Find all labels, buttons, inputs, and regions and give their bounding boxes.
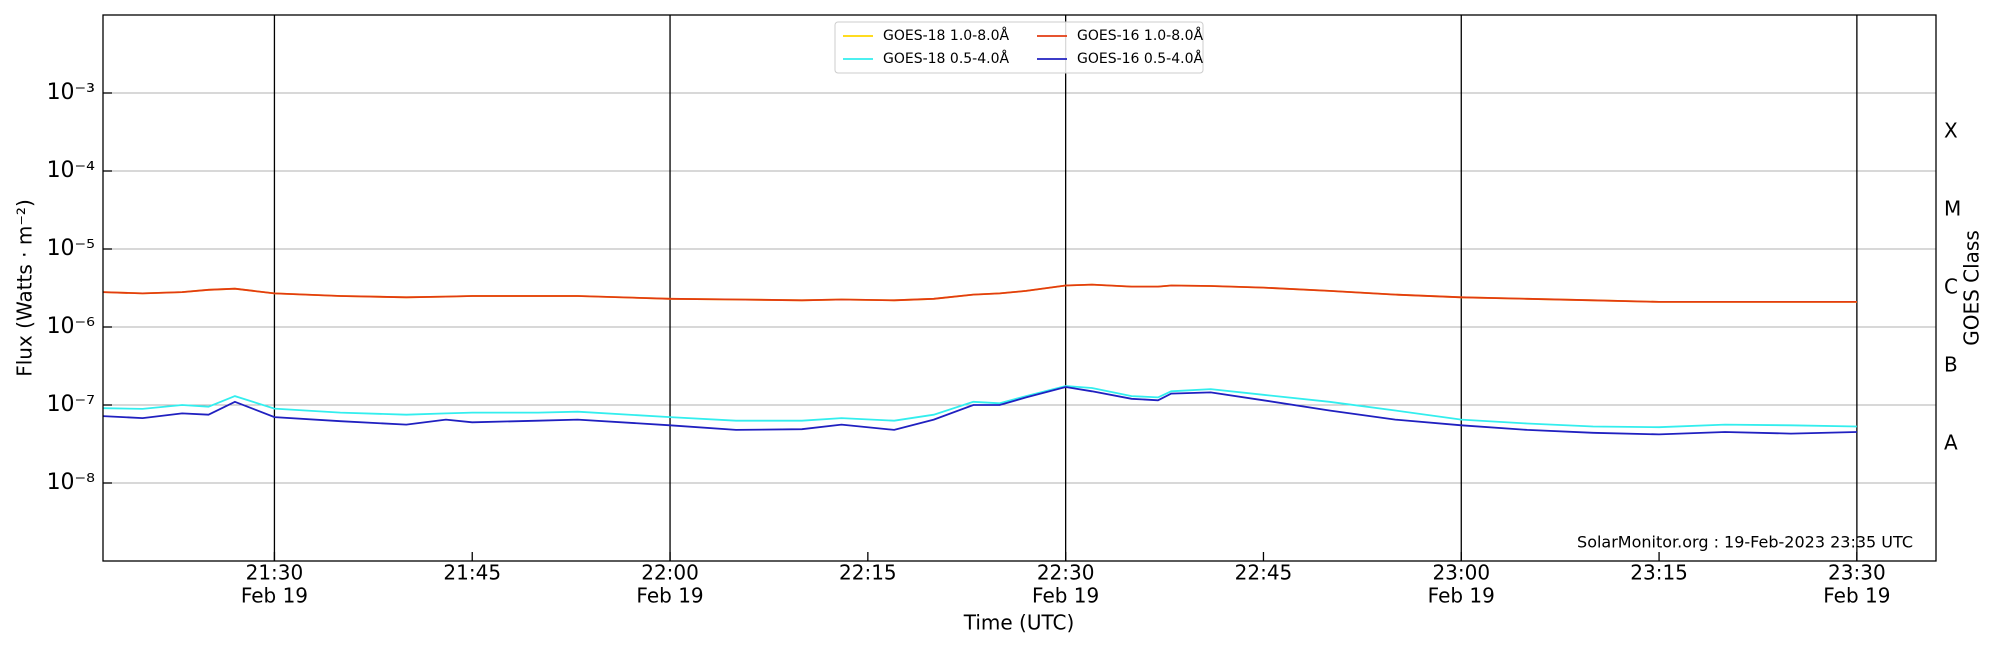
y2-tick-label: A [1944,431,1958,455]
x-tick-label: 22:30 [1037,561,1095,585]
legend-label: GOES-16 0.5-4.0Å [1077,50,1203,67]
y-tick-label: 10⁻⁴ [47,158,96,183]
x-tick-label: 23:00 [1432,561,1490,585]
x-tick-label: 23:30 [1828,561,1886,585]
legend-label: GOES-16 1.0-8.0Å [1077,27,1203,44]
x-tick-label: 22:45 [1235,561,1293,585]
legend-label: GOES-18 0.5-4.0Å [883,50,1009,67]
x-tick-date: Feb 19 [1428,584,1495,608]
x-tick-date: Feb 19 [1823,584,1890,608]
y2-tick-label: X [1944,119,1958,143]
x-axis-label: Time (UTC) [963,611,1075,635]
y2-tick-label: B [1944,353,1958,377]
plot-frame [102,14,1937,562]
series-line [102,283,1857,303]
x-tick-label: 22:15 [839,561,897,585]
y-tick-label: 10⁻³ [47,80,95,105]
series-line [102,385,1857,429]
y2-tick-label: M [1944,197,1961,221]
x-tick-date: Feb 19 [1032,584,1099,608]
y-tick-label: 10⁻⁷ [47,392,95,417]
y-tick-label: 10⁻⁵ [47,236,95,261]
x-tick-date: Feb 19 [241,584,308,608]
series-line [102,386,1857,436]
y2-tick-label: C [1944,275,1958,299]
x-tick-date: Feb 19 [636,584,703,608]
legend-box [834,21,1204,74]
x-tick-label: 21:30 [246,561,304,585]
annotation: SolarMonitor.org : 19-Feb-2023 23:35 UTC [1577,533,1913,552]
x-tick-label: 22:00 [641,561,699,585]
x-tick-label: 21:45 [443,561,501,585]
y2-axis-label: GOES Class [1960,230,1984,346]
y-tick-label: 10⁻⁶ [47,314,96,339]
y-tick-label: 10⁻⁸ [47,470,96,495]
legend-label: GOES-18 1.0-8.0Å [883,27,1009,44]
y-axis-label: Flux (Watts · m⁻²) [13,199,37,377]
x-tick-label: 23:15 [1630,561,1688,585]
